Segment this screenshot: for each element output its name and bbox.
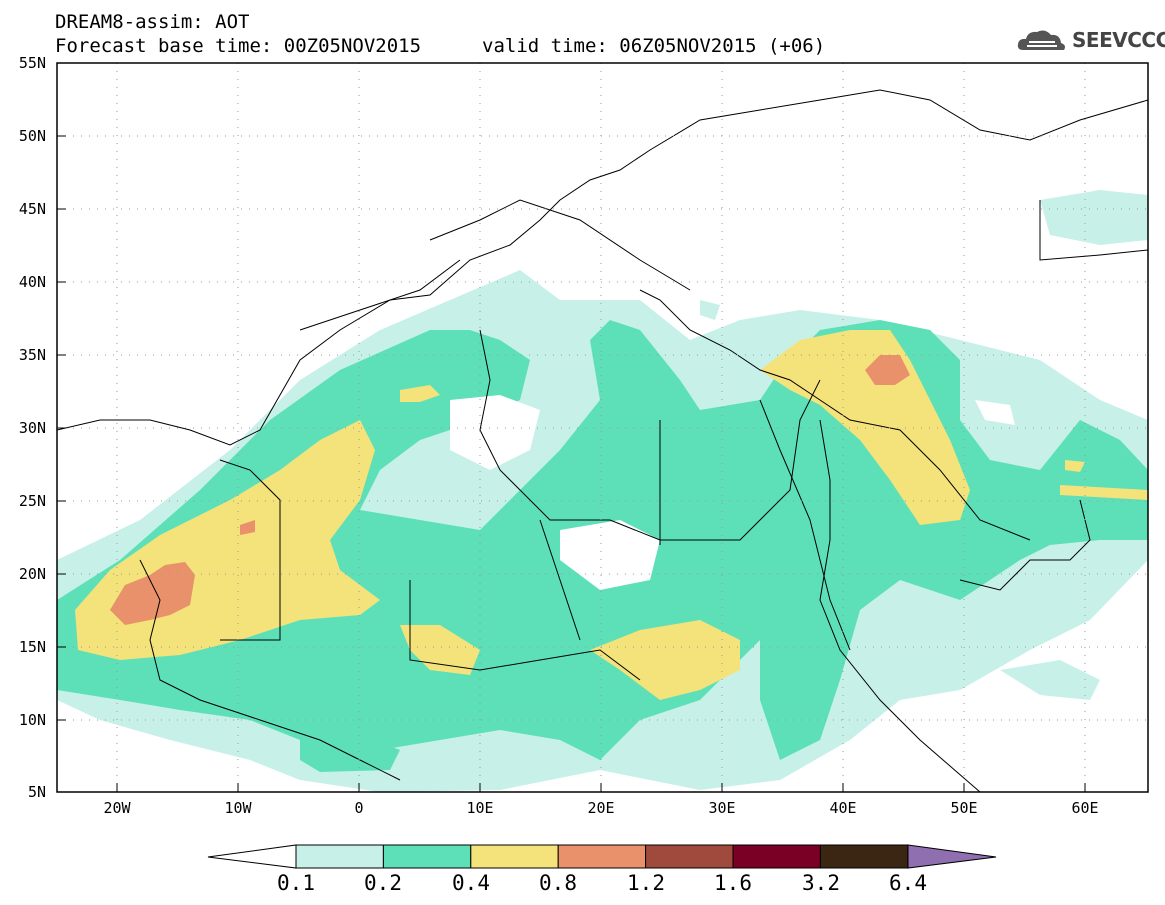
lon-label: 10E	[466, 799, 494, 817]
lat-label: 35N	[18, 346, 46, 364]
colorbar-box	[295, 844, 384, 869]
lat-label: 45N	[18, 200, 46, 218]
axis-ticks	[57, 62, 1086, 793]
valid-time: valid time: 06Z05NOV2015 (+06)	[482, 35, 826, 57]
forecast-base-time: Forecast base time: 00Z05NOV2015	[55, 35, 422, 57]
colorbar-under-arrow	[207, 844, 297, 869]
colorbar-box	[470, 844, 559, 869]
lat-label: 30N	[18, 419, 46, 437]
aot-level-0.8	[110, 355, 910, 625]
lon-label: 40E	[829, 799, 857, 817]
colorbar	[207, 844, 997, 869]
lat-label: 20N	[18, 565, 46, 583]
colorbar-label: 1.6	[714, 871, 752, 895]
lon-label: 20E	[587, 799, 615, 817]
logo-text: SEEVCCC	[1072, 28, 1165, 52]
colorbar-box	[382, 844, 472, 869]
lat-label: 40N	[18, 273, 46, 291]
lat-label: 50N	[18, 127, 46, 145]
lon-label: 30E	[708, 799, 736, 817]
lon-label: 0	[354, 799, 364, 817]
lat-label: 5N	[27, 783, 46, 801]
lat-label: 10N	[18, 711, 46, 729]
colorbar-label: 1.2	[627, 871, 665, 895]
colorbar-box	[819, 844, 909, 869]
colorbar-label: 6.4	[889, 871, 927, 895]
aot-field	[57, 63, 1148, 792]
colorbar-box	[732, 844, 821, 869]
lon-label: 20W	[103, 799, 131, 817]
lat-label: 25N	[18, 492, 46, 510]
cloud-logo-icon	[1017, 30, 1065, 50]
colorbar-label: 0.8	[539, 871, 577, 895]
lon-label: 10W	[224, 799, 252, 817]
lon-label: 60E	[1071, 799, 1099, 817]
colorbar-label: 0.1	[277, 871, 315, 895]
lon-label: 50E	[950, 799, 978, 817]
lat-label: 15N	[18, 638, 46, 656]
map-title: DREAM8-assim: AOT	[55, 11, 250, 33]
colorbar-box	[645, 844, 734, 869]
colorbar-label: 3.2	[802, 871, 840, 895]
colorbar-label: 0.2	[364, 871, 402, 895]
colorbar-over-arrow	[907, 844, 997, 869]
lat-label: 55N	[18, 54, 46, 72]
colorbar-label: 0.4	[452, 871, 490, 895]
colorbar-box	[557, 844, 647, 869]
aot-holes	[450, 395, 1015, 590]
coastlines-borders	[57, 89, 1148, 792]
